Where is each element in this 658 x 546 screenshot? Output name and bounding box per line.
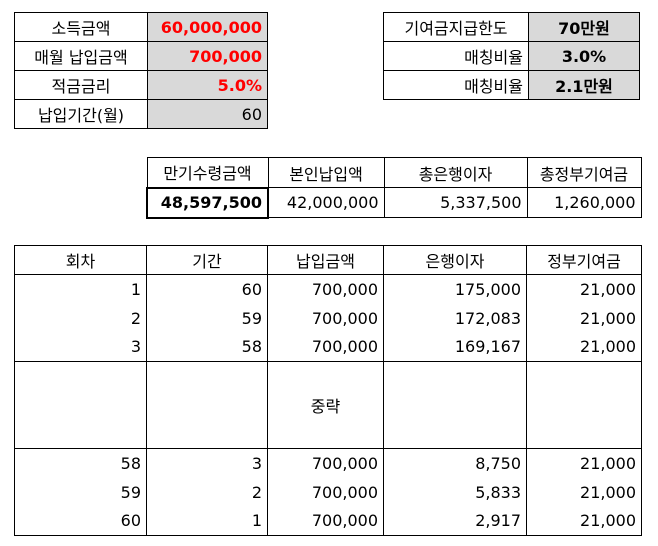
period-cell[interactable]: 59 (146, 303, 268, 333)
summary-header-cell: 만기수령금액 (146, 157, 269, 188)
summary-header-row: 만기수령금액 본인납입액 총은행이자 총정부기여금 (146, 157, 642, 188)
omitted-cell (526, 361, 642, 449)
rate-value-cell[interactable]: 5.0% (147, 70, 268, 100)
rate-label: 적금금리 (14, 70, 148, 100)
interest-cell[interactable]: 8,750 (383, 448, 527, 478)
total-interest-cell[interactable]: 5,337,500 (383, 187, 528, 218)
contribution-cell[interactable]: 21,000 (526, 477, 642, 507)
payment-cell[interactable]: 700,000 (267, 506, 384, 536)
interest-cell[interactable]: 169,167 (383, 332, 527, 362)
summary-table: 만기수령금액 본인납입액 총은행이자 총정부기여금 48,597,500 42,… (146, 157, 642, 219)
contribution-cell[interactable]: 21,000 (526, 506, 642, 536)
round-cell[interactable]: 2 (14, 303, 147, 333)
period-cell[interactable]: 1 (146, 506, 268, 536)
table-row: 59 2 700,000 5,833 21,000 (14, 477, 642, 507)
monthly-label: 매월 납입금액 (14, 41, 148, 71)
period-value-cell[interactable]: 60 (147, 99, 268, 129)
contribution-cell[interactable]: 21,000 (526, 274, 642, 304)
payment-cell[interactable]: 700,000 (267, 274, 384, 304)
payment-cell[interactable]: 700,000 (267, 477, 384, 507)
contribution-cell[interactable]: 21,000 (526, 332, 642, 362)
maturity-amount-cell[interactable]: 48,597,500 (146, 186, 269, 219)
period-cell[interactable]: 3 (146, 448, 268, 478)
interest-cell[interactable]: 2,917 (383, 506, 527, 536)
table-row: 1 60 700,000 175,000 21,000 (14, 274, 642, 304)
table-row: 3 58 700,000 169,167 21,000 (14, 332, 642, 362)
schedule-table: 회차 기간 납입금액 은행이자 정부기여금 1 60 700,000 175,0… (14, 245, 642, 536)
period-row: 납입기간(월) 60 (14, 99, 268, 129)
schedule-header-cell: 정부기여금 (526, 245, 642, 275)
contribution-cell[interactable]: 21,000 (526, 448, 642, 478)
limit-row: 기여금지급한도 70만원 (383, 12, 640, 42)
schedule-header-cell: 기간 (146, 245, 268, 275)
round-cell[interactable]: 60 (14, 506, 147, 536)
contribution-cell[interactable]: 21,000 (526, 303, 642, 333)
limit-label: 기여금지급한도 (383, 12, 529, 42)
omitted-cell (14, 361, 147, 449)
monthly-row: 매월 납입금액 700,000 (14, 41, 268, 71)
period-cell[interactable]: 58 (146, 332, 268, 362)
amount-value-cell[interactable]: 2.1만원 (528, 70, 640, 100)
ratio-row: 매칭비율 3.0% (383, 41, 640, 71)
payment-cell[interactable]: 700,000 (267, 303, 384, 333)
payment-cell[interactable]: 700,000 (267, 332, 384, 362)
table-row: 58 3 700,000 8,750 21,000 (14, 448, 642, 478)
rate-row: 적금금리 5.0% (14, 70, 268, 100)
matching-table: 기여금지급한도 70만원 매칭비율 3.0% 매칭비율 2.1만원 (383, 12, 640, 100)
round-cell[interactable]: 59 (14, 477, 147, 507)
period-cell[interactable]: 60 (146, 274, 268, 304)
period-cell[interactable]: 2 (146, 477, 268, 507)
schedule-header-cell: 은행이자 (383, 245, 527, 275)
omitted-cell (383, 361, 527, 449)
amount-label: 매칭비율 (383, 70, 529, 100)
total-contribution-cell[interactable]: 1,260,000 (526, 187, 642, 218)
income-label: 소득금액 (14, 12, 148, 42)
income-row: 소득금액 60,000,000 (14, 12, 268, 42)
schedule-header-cell: 회차 (14, 245, 147, 275)
income-value-cell[interactable]: 60,000,000 (147, 12, 268, 42)
table-row: 60 1 700,000 2,917 21,000 (14, 506, 642, 536)
payment-cell[interactable]: 700,000 (267, 448, 384, 478)
input-table: 소득금액 60,000,000 매월 납입금액 700,000 적금금리 5.0… (14, 12, 268, 129)
principal-cell[interactable]: 42,000,000 (267, 187, 385, 218)
summary-header-cell: 총정부기여금 (526, 157, 642, 188)
omitted-label: 중략 (267, 361, 384, 449)
ratio-label: 매칭비율 (383, 41, 529, 71)
summary-header-cell: 본인납입액 (267, 157, 385, 188)
amount-row: 매칭비율 2.1만원 (383, 70, 640, 100)
interest-cell[interactable]: 5,833 (383, 477, 527, 507)
summary-header-cell: 총은행이자 (383, 157, 528, 188)
round-cell[interactable]: 58 (14, 448, 147, 478)
limit-value-cell[interactable]: 70만원 (528, 12, 640, 42)
schedule-header-cell: 납입금액 (267, 245, 384, 275)
ratio-value-cell[interactable]: 3.0% (528, 41, 640, 71)
round-cell[interactable]: 1 (14, 274, 147, 304)
summary-value-row: 48,597,500 42,000,000 5,337,500 1,260,00… (146, 186, 642, 219)
omitted-row: 중략 (14, 361, 642, 449)
interest-cell[interactable]: 175,000 (383, 274, 527, 304)
table-row: 2 59 700,000 172,083 21,000 (14, 303, 642, 333)
interest-cell[interactable]: 172,083 (383, 303, 527, 333)
omitted-cell (146, 361, 268, 449)
monthly-value-cell[interactable]: 700,000 (147, 41, 268, 71)
round-cell[interactable]: 3 (14, 332, 147, 362)
period-label: 납입기간(월) (14, 99, 148, 129)
schedule-header-row: 회차 기간 납입금액 은행이자 정부기여금 (14, 245, 642, 275)
